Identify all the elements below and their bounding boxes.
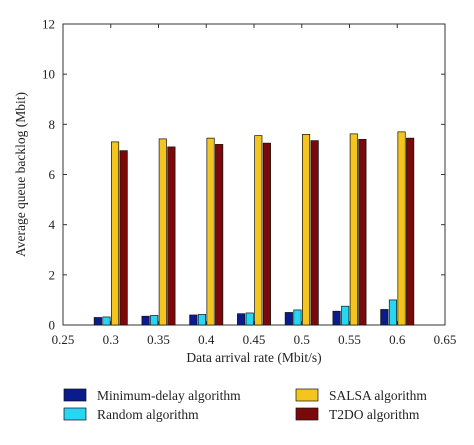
bar-3-2 [158, 138, 167, 326]
y-axis-label: Average queue backlog (Mbit) [13, 92, 28, 257]
bar-1-5 [284, 312, 293, 326]
bar-2-7 [388, 299, 398, 326]
bar-4-5 [310, 140, 319, 326]
bar-2-6 [341, 305, 350, 326]
x-tick-label: 0.55 [338, 332, 361, 347]
bar-4-7 [406, 137, 415, 326]
x-tick-label: 0.35 [147, 332, 170, 347]
bar-1-1 [93, 317, 102, 326]
legend-label-2: Random algorithm [97, 407, 199, 422]
bar-3-7 [397, 131, 406, 326]
x-tick-label: 0.5 [294, 332, 310, 347]
bar-3-6 [349, 133, 358, 326]
bar-3-1 [110, 141, 120, 326]
legend-swatch-3 [295, 388, 319, 402]
bar-1-3 [189, 314, 198, 326]
bar-2-3 [197, 314, 207, 326]
bar-4-6 [358, 139, 367, 326]
legend-label-4: T2DO algorithm [329, 407, 420, 422]
x-tick-label: 0.4 [198, 332, 215, 347]
y-tick-label: 0 [49, 318, 56, 333]
y-tick-label: 4 [49, 217, 56, 232]
y-tick-label: 8 [49, 117, 56, 132]
legend-swatch-2 [63, 407, 87, 421]
bar-2-5 [293, 309, 302, 326]
bar-3-4 [254, 135, 263, 326]
bar-2-2 [150, 315, 159, 326]
x-tick-label: 0.3 [103, 332, 119, 347]
x-tick-label: 0.6 [389, 332, 406, 347]
bar-1-4 [237, 313, 246, 326]
plot-area: 0.25 0.3 0.35 0.4 0.45 0.5 0.55 0.6 0.65 0 2 4 6 8 10 1… [13, 17, 456, 366]
bar-1-2 [141, 315, 150, 326]
y-tick-label: 2 [49, 267, 56, 282]
legend-label-1: Minimum-delay algorithm [97, 388, 241, 403]
x-axis-label: Data arrival rate (Mbit/s) [186, 350, 321, 365]
legend-label-3: SALSA algorithm [329, 388, 427, 403]
bar-3-5 [302, 134, 311, 326]
x-tick-label: 0.65 [434, 332, 457, 347]
bar-4-4 [262, 142, 271, 326]
legend: Minimum-delay algorithm Random algorithm S… [63, 388, 427, 422]
bar-4-3 [215, 144, 224, 326]
y-tick-label: 10 [42, 67, 55, 82]
legend-swatch-4 [295, 407, 319, 421]
x-tick-label: 0.25 [52, 332, 75, 347]
legend-swatch-1 [63, 388, 87, 402]
bar-1-7 [380, 309, 389, 326]
bar-2-1 [102, 316, 111, 326]
y-tick-label: 6 [49, 167, 56, 182]
y-tick-label: 12 [42, 17, 55, 32]
bar-4-2 [167, 146, 176, 326]
x-tick-label: 0.45 [243, 332, 266, 347]
bar-2-4 [245, 312, 254, 326]
bar-1-6 [332, 310, 341, 326]
bar-4-1 [119, 150, 128, 326]
bar-3-3 [206, 137, 215, 326]
